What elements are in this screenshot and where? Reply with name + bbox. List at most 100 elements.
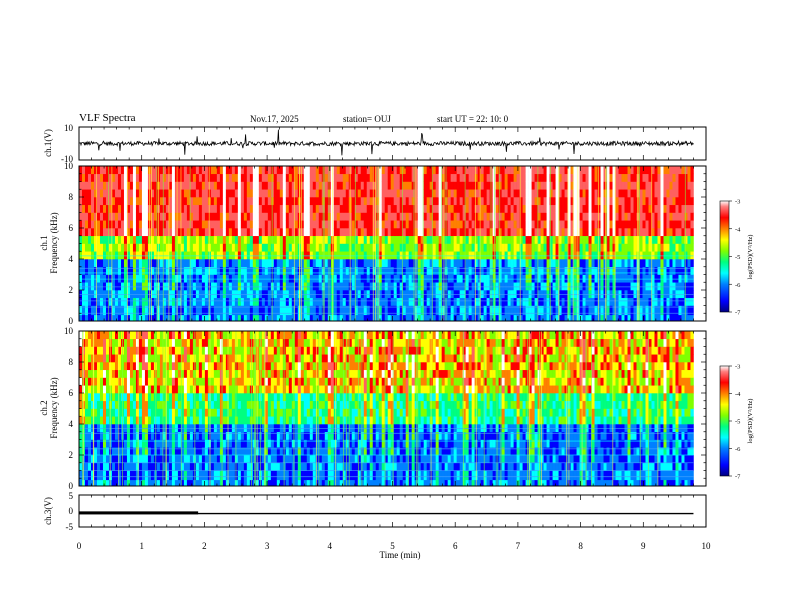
spectrogram-cell bbox=[561, 189, 565, 198]
spectrogram-cell bbox=[387, 228, 392, 237]
spectrogram-cell bbox=[672, 282, 676, 291]
spectrogram-cell bbox=[582, 314, 586, 321]
spectrogram-cell bbox=[96, 266, 101, 275]
spectrogram-cell bbox=[138, 228, 143, 237]
spectrogram-cell bbox=[360, 274, 365, 283]
spectrogram-cell bbox=[513, 251, 517, 260]
figure-title: VLF Spectra bbox=[79, 112, 136, 124]
spectrogram-cell bbox=[168, 259, 173, 268]
spectrogram-cell bbox=[123, 290, 128, 299]
spectrogram-cell bbox=[417, 251, 421, 260]
spectrogram-cell bbox=[456, 189, 460, 198]
spectrogram-cell bbox=[231, 314, 236, 321]
spectrogram-cell bbox=[606, 204, 610, 213]
spectrogram-cell bbox=[90, 479, 95, 486]
spectrogram-cell bbox=[372, 290, 377, 299]
spectrogram-cell bbox=[147, 439, 152, 448]
spectrogram-cell bbox=[612, 274, 616, 283]
spectrogram-cell bbox=[432, 166, 436, 175]
spectrogram-cell bbox=[666, 305, 670, 316]
spectrogram-cell bbox=[558, 204, 562, 213]
spectrogram-cell bbox=[618, 266, 622, 275]
spectrogram-cell bbox=[180, 197, 185, 206]
spectrogram-cell bbox=[687, 173, 691, 182]
spectrogram-cell bbox=[201, 228, 206, 237]
spectrogram-cell bbox=[105, 228, 110, 237]
spectrogram-cell bbox=[87, 305, 92, 316]
spectrogram-cell bbox=[474, 282, 478, 291]
spectrogram-cell bbox=[79, 424, 83, 433]
spectrogram-cell bbox=[411, 259, 416, 268]
spectrogram-cell bbox=[243, 166, 248, 175]
spectrogram-cell bbox=[279, 251, 284, 260]
spectrogram-cell bbox=[579, 197, 583, 206]
spectrogram-cell bbox=[363, 204, 368, 213]
spectrogram-cell bbox=[213, 274, 218, 283]
spectrogram-cell bbox=[132, 220, 137, 229]
spectrogram-cell bbox=[138, 462, 143, 471]
spectrogram-cell bbox=[234, 297, 239, 306]
spectrogram-cell bbox=[357, 266, 362, 275]
spectrogram-cell bbox=[417, 274, 421, 283]
spectrogram-cell bbox=[93, 243, 98, 252]
spectrogram-cell bbox=[555, 212, 559, 221]
spectrogram-cell bbox=[597, 266, 601, 275]
spectrogram-cell bbox=[519, 173, 523, 182]
spectrogram-cell bbox=[273, 266, 278, 275]
spectrogram-cell bbox=[474, 297, 478, 306]
spectrogram-cell bbox=[504, 235, 508, 244]
spectrogram-cell bbox=[117, 166, 122, 175]
spectrogram-cell bbox=[237, 314, 242, 321]
spectrogram-cell bbox=[177, 243, 182, 252]
spectrogram-cell bbox=[273, 259, 278, 268]
spectrogram-cell bbox=[639, 173, 643, 182]
spectrogram-cell bbox=[150, 377, 155, 386]
spectrogram-cell bbox=[105, 424, 110, 433]
spectrogram-cell bbox=[378, 274, 383, 283]
spectrogram-cell bbox=[336, 274, 341, 283]
spectrogram-cell bbox=[102, 338, 107, 347]
spectrogram-cell bbox=[237, 173, 242, 182]
spectrogram-cell bbox=[522, 297, 526, 306]
spectrogram-cell bbox=[660, 251, 664, 260]
spectrogram-cell bbox=[423, 166, 427, 175]
spectrogram-cell bbox=[684, 251, 688, 260]
spectrogram-cell bbox=[555, 173, 559, 182]
spectrogram-cell bbox=[93, 400, 98, 409]
spectrogram-cell bbox=[90, 259, 95, 268]
spectrogram-cell bbox=[291, 290, 296, 299]
spectrogram-cell bbox=[675, 314, 679, 321]
spectrogram-cell bbox=[144, 197, 149, 206]
spectrogram-cell bbox=[309, 204, 314, 213]
spectrogram-cell bbox=[537, 290, 541, 299]
spectrogram-cell bbox=[225, 235, 230, 244]
spectrogram-cell bbox=[570, 189, 574, 198]
spectrogram-cell bbox=[243, 212, 248, 221]
spectrogram-cell bbox=[195, 228, 200, 237]
spectrogram-cell bbox=[591, 290, 595, 299]
spectrogram-cell bbox=[459, 212, 463, 221]
spectrogram-cell bbox=[105, 369, 110, 378]
spectrogram-cell bbox=[177, 220, 182, 229]
spectrogram-cell bbox=[327, 228, 332, 237]
spectrogram-cell bbox=[264, 166, 269, 175]
spectrogram-cell bbox=[195, 189, 200, 198]
spectrogram-cell bbox=[657, 173, 661, 182]
spectrogram-cell bbox=[660, 297, 664, 306]
spectrogram-cell bbox=[549, 173, 553, 182]
spectrogram-cell bbox=[552, 189, 556, 198]
spectrogram-cell bbox=[609, 251, 613, 260]
spectrogram-cell bbox=[609, 228, 613, 237]
spectrogram-cell bbox=[219, 314, 224, 321]
spectrogram-cell bbox=[114, 354, 119, 363]
spectrogram-cell bbox=[84, 290, 89, 299]
spectrogram-cell bbox=[597, 228, 601, 237]
spectrogram-cell bbox=[246, 235, 251, 244]
spectrogram-cell bbox=[360, 290, 365, 299]
spectrogram-cell bbox=[627, 204, 631, 213]
spectrogram-cell bbox=[96, 220, 101, 229]
spectrogram-cell bbox=[627, 290, 631, 299]
spectrogram-cell bbox=[582, 181, 586, 190]
spectrogram-cell bbox=[261, 290, 266, 299]
spectrogram-cell bbox=[82, 282, 86, 291]
